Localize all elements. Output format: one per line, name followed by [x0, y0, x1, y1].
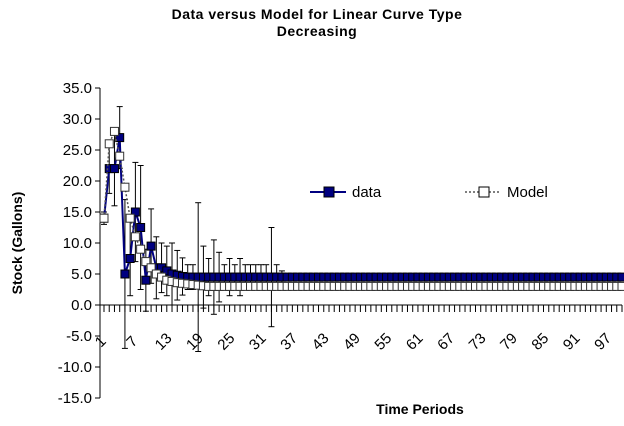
marker: [115, 133, 125, 143]
marker: [130, 207, 140, 217]
x-tick-label: 43: [309, 330, 333, 354]
marker: [141, 257, 151, 267]
y-tick-label: 5.0: [71, 266, 92, 283]
x-tick-label: 37: [277, 330, 301, 354]
marker: [120, 269, 130, 279]
y-tick-label: 15.0: [63, 204, 92, 221]
legend-label: data: [352, 184, 382, 201]
y-tick-label: 35.0: [63, 80, 92, 97]
x-tick-label: 91: [560, 330, 584, 354]
x-tick-label: 31: [246, 330, 270, 354]
x-tick-label: 97: [591, 330, 615, 354]
marker: [130, 232, 140, 242]
x-tick-label: 73: [466, 330, 490, 354]
y-tick-label: 10.0: [63, 235, 92, 252]
marker: [617, 281, 624, 291]
series-line: [103, 128, 622, 288]
x-tick-label: 19: [183, 330, 207, 354]
marker: [125, 254, 135, 263]
x-tick-label: 55: [371, 330, 395, 354]
legend-marker: [478, 186, 490, 198]
marker: [125, 213, 135, 223]
x-tick-label: 67: [434, 330, 458, 354]
x-tick-label: 13: [152, 330, 176, 354]
x-tick-label: 79: [497, 330, 521, 354]
y-tick-label: 20.0: [63, 173, 92, 190]
x-tick-label: 25: [214, 330, 238, 354]
y-tick-label: -15.0: [58, 390, 92, 407]
x-tick-label: 85: [528, 330, 552, 354]
marker: [104, 139, 114, 149]
y-tick-label: 30.0: [63, 111, 92, 128]
marker: [109, 126, 119, 136]
legend-marker: [323, 186, 335, 198]
x-tick-label: 1: [92, 333, 110, 351]
marker: [136, 244, 146, 254]
marker: [109, 164, 119, 174]
y-tick-label: -5.0: [66, 328, 92, 345]
x-axis-label: Time Periods: [376, 401, 464, 417]
marker: [99, 213, 109, 223]
marker: [141, 275, 151, 285]
y-tick-label: 0.0: [71, 297, 92, 314]
y-tick-label: -10.0: [58, 359, 92, 376]
marker: [617, 272, 624, 282]
legend-label: Model: [507, 184, 548, 201]
y-tick-label: 25.0: [63, 142, 92, 159]
marker: [120, 182, 130, 192]
x-tick-label: 61: [403, 330, 427, 354]
y-axis-label: Stock (Gallons): [9, 192, 25, 295]
chart-title: Data versus Model for Linear Curve Type …: [171, 6, 463, 39]
x-tick-label: 49: [340, 330, 364, 354]
marker: [146, 263, 156, 273]
marker: [136, 223, 146, 232]
series-line: [103, 137, 622, 281]
marker: [146, 241, 156, 251]
marker: [115, 151, 125, 161]
